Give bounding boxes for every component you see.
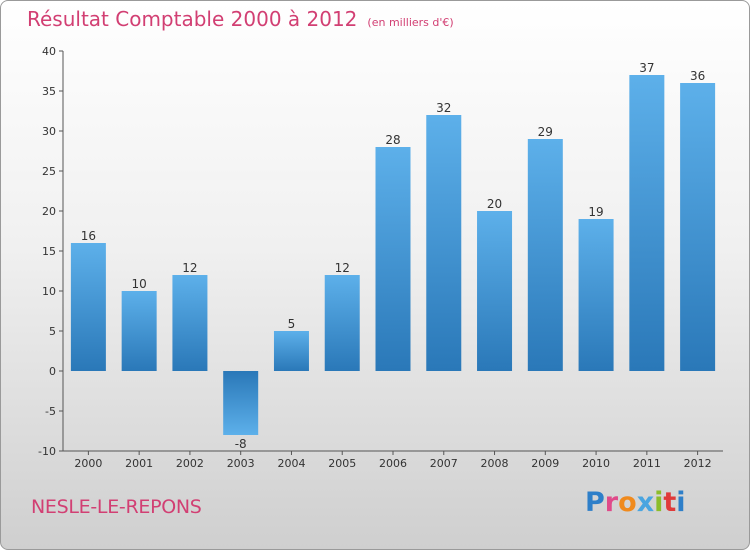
y-tick-label: 25	[42, 165, 56, 178]
y-tick-label: 10	[42, 285, 56, 298]
y-tick-label: 15	[42, 245, 56, 258]
y-tick-label: -10	[38, 445, 56, 458]
bar	[324, 275, 360, 371]
data-label: 19	[588, 205, 603, 219]
x-tick-label: 2002	[176, 457, 204, 470]
proxiti-logo: Proxiti	[585, 487, 686, 518]
x-tick-label: 2012	[684, 457, 712, 470]
data-label: 36	[690, 69, 705, 83]
data-label: 10	[132, 277, 147, 291]
bar	[477, 211, 513, 371]
logo-letter: P	[585, 487, 605, 518]
data-label: 37	[639, 61, 654, 75]
chart-axes: -10 -5 0 5 10 15 20 25 30 35 40 2000 2001 2002 2003 200…	[38, 45, 723, 470]
x-tick-label: 2011	[633, 457, 661, 470]
bar	[375, 147, 411, 371]
y-tick-label: 0	[49, 365, 56, 378]
data-label: 32	[436, 101, 451, 115]
x-tick-label: 2004	[277, 457, 305, 470]
logo-letter: x	[636, 487, 655, 518]
data-label: -8	[235, 437, 247, 451]
x-tick-label: 2000	[74, 457, 102, 470]
bar	[629, 75, 665, 371]
bar	[527, 139, 563, 371]
logo-letter: t	[663, 487, 677, 518]
x-tick-label: 2001	[125, 457, 153, 470]
x-tick-label: 2006	[379, 457, 407, 470]
bar	[223, 371, 259, 435]
y-tick-label: 40	[42, 45, 56, 58]
y-tick-label: 30	[42, 125, 56, 138]
x-tick-label: 2005	[328, 457, 356, 470]
chart-title-text: Résultat Comptable 2000 à 2012	[27, 7, 358, 31]
logo-letter: i	[676, 487, 686, 518]
data-label: 20	[487, 197, 502, 211]
y-tick-label: 5	[49, 325, 56, 338]
logo-letter: r	[604, 487, 619, 518]
bar	[273, 331, 309, 371]
x-tick-label: 2003	[227, 457, 255, 470]
data-label: 29	[538, 125, 553, 139]
bar	[578, 219, 614, 371]
commune-name: NESLE-LE-REPONS	[31, 496, 202, 518]
bar	[172, 275, 208, 371]
data-label: 5	[288, 317, 296, 331]
x-tick-label: 2008	[481, 457, 509, 470]
x-tick-label: 2009	[531, 457, 559, 470]
chart-title: Résultat Comptable 2000 à 2012 (en millie…	[27, 7, 454, 31]
data-label: 12	[182, 261, 197, 275]
x-tick-label: 2010	[582, 457, 610, 470]
x-tick-label: 2007	[430, 457, 458, 470]
data-label: 12	[335, 261, 350, 275]
data-label: 28	[385, 133, 400, 147]
bars-group	[70, 75, 716, 435]
logo-letter: o	[618, 487, 637, 518]
bar	[121, 291, 157, 371]
bar	[680, 83, 716, 371]
chart-subtitle: (en milliers d'€)	[367, 16, 454, 29]
bar	[426, 115, 462, 371]
y-tick-label: 20	[42, 205, 56, 218]
y-tick-label: -5	[45, 405, 56, 418]
bar	[70, 243, 106, 371]
logo-letter: i	[654, 487, 664, 518]
data-label: 16	[81, 229, 96, 243]
y-tick-label: 35	[42, 85, 56, 98]
data-labels-group: 16 10 12 -8 5 12 28 32 20 29 19 37 36	[81, 61, 706, 451]
